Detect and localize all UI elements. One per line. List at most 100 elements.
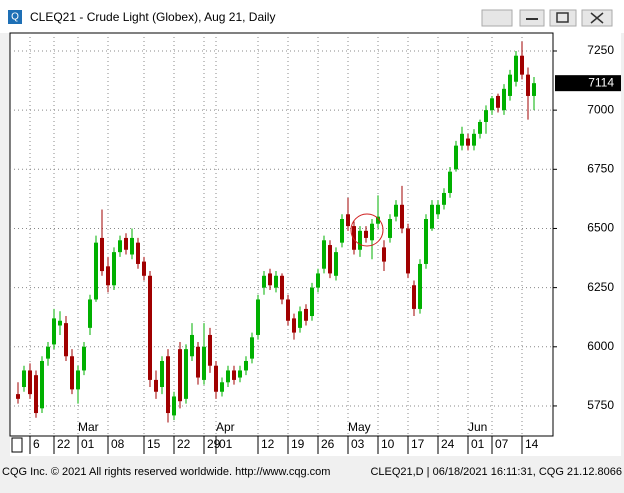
candle-body xyxy=(202,346,206,380)
candle-body xyxy=(268,273,272,286)
x-tick-label: 24 xyxy=(441,437,455,451)
x-tick-label: 22 xyxy=(177,437,191,451)
candle-body xyxy=(388,219,392,238)
candle-body xyxy=(190,334,194,357)
month-label: May xyxy=(348,420,371,434)
candle-body xyxy=(58,320,62,326)
candle-body xyxy=(238,370,242,378)
footer-right: CLEQ21,D | 06/18/2021 16:11:31, CQG 21.1… xyxy=(370,466,622,478)
last-price-box xyxy=(555,75,621,92)
candle-body xyxy=(358,230,362,250)
candle-body xyxy=(112,252,116,286)
candle-body xyxy=(256,299,260,335)
y-tick-label: 6750 xyxy=(587,161,614,175)
candle-body xyxy=(430,204,434,229)
x-tick-label: 15 xyxy=(147,437,161,451)
scroll-box[interactable] xyxy=(11,437,23,453)
candle-body xyxy=(520,55,524,75)
candle-body xyxy=(364,230,368,238)
candle-body xyxy=(106,266,110,286)
candle-body xyxy=(148,275,152,380)
candle-body xyxy=(214,365,218,392)
candle-body xyxy=(484,110,488,122)
candle-body xyxy=(118,240,122,253)
x-tick-label: 6 xyxy=(33,437,40,451)
candle-body xyxy=(232,370,236,380)
candle-body xyxy=(208,334,212,366)
x-tick-label: 01 xyxy=(471,437,485,451)
candle-body xyxy=(490,98,494,111)
month-label: Apr xyxy=(216,420,235,434)
candle-body xyxy=(514,55,518,82)
x-tick-label: 29 xyxy=(207,437,221,451)
candle-body xyxy=(346,214,350,227)
x-tick-label: 17 xyxy=(411,437,425,451)
candle-body xyxy=(298,311,302,328)
plot: 5750 6000 6250 6500 6750 7000 7250 6 22 01 08 15 22 2… xyxy=(10,33,621,454)
x-tick-label: 07 xyxy=(495,437,509,451)
candle-body xyxy=(88,299,92,328)
candle-body xyxy=(166,356,170,414)
candle-body xyxy=(220,382,224,392)
candle-body xyxy=(154,379,158,392)
candle-body xyxy=(322,240,326,269)
candle-body xyxy=(82,346,86,371)
x-tick-label: 22 xyxy=(57,437,71,451)
candle-body xyxy=(526,74,530,96)
candle-body xyxy=(394,204,398,217)
candle-body xyxy=(16,394,20,399)
app-icon-glyph: Q xyxy=(11,12,19,23)
footer-left: CQG Inc. © 2021 All rights reserved worl… xyxy=(2,466,330,478)
candle-body xyxy=(226,370,230,383)
candle-body xyxy=(316,273,320,288)
y-tick-label: 7250 xyxy=(587,43,614,57)
candle-body xyxy=(460,133,464,146)
x-tick-label: 12 xyxy=(261,437,275,451)
candle-body xyxy=(262,275,266,288)
candle-body xyxy=(250,337,254,359)
candle-body xyxy=(304,308,308,321)
candle-body xyxy=(178,349,182,402)
candle-body xyxy=(472,133,476,146)
candle-body xyxy=(46,346,50,359)
y-tick-label: 6250 xyxy=(587,280,614,294)
candle-body xyxy=(292,318,296,333)
candle-body xyxy=(424,219,428,264)
app-icon xyxy=(8,10,22,24)
month-label: Jun xyxy=(468,420,487,434)
maximize-glyph xyxy=(556,12,569,23)
plot-frame xyxy=(9,32,554,437)
window-title: CLEQ21 - Crude Light (Globex), Aug 21, D… xyxy=(30,10,275,24)
candle-body xyxy=(532,83,536,96)
last-price-label: 7114 xyxy=(588,75,614,89)
candle-body xyxy=(340,219,344,243)
month-label: Mar xyxy=(78,420,99,434)
candle-body xyxy=(382,247,386,262)
candle-body xyxy=(502,88,506,111)
candle-body xyxy=(352,226,356,250)
link-button[interactable] xyxy=(481,9,513,27)
chart-area xyxy=(10,33,621,456)
candle-body xyxy=(94,242,98,300)
candle-body xyxy=(418,263,422,309)
candle-body xyxy=(496,95,500,108)
x-tick-label: 01 xyxy=(219,437,233,451)
candle-body xyxy=(478,121,482,134)
candle-body xyxy=(286,299,290,321)
y-tick-label: 6000 xyxy=(587,339,614,353)
candle-body xyxy=(442,192,446,205)
x-tick-label: 01 xyxy=(81,437,95,451)
candle-body xyxy=(280,275,284,300)
candle-body xyxy=(400,204,404,229)
candle-body xyxy=(310,287,314,317)
candle-body xyxy=(334,252,338,276)
candle-body xyxy=(196,346,200,378)
candle-body xyxy=(436,204,440,215)
candle-body xyxy=(448,171,452,193)
candle-body xyxy=(454,145,458,170)
candle-body xyxy=(70,356,74,390)
x-tick-label: 19 xyxy=(291,437,305,451)
candle-body xyxy=(160,360,164,388)
candle-body xyxy=(184,349,188,399)
